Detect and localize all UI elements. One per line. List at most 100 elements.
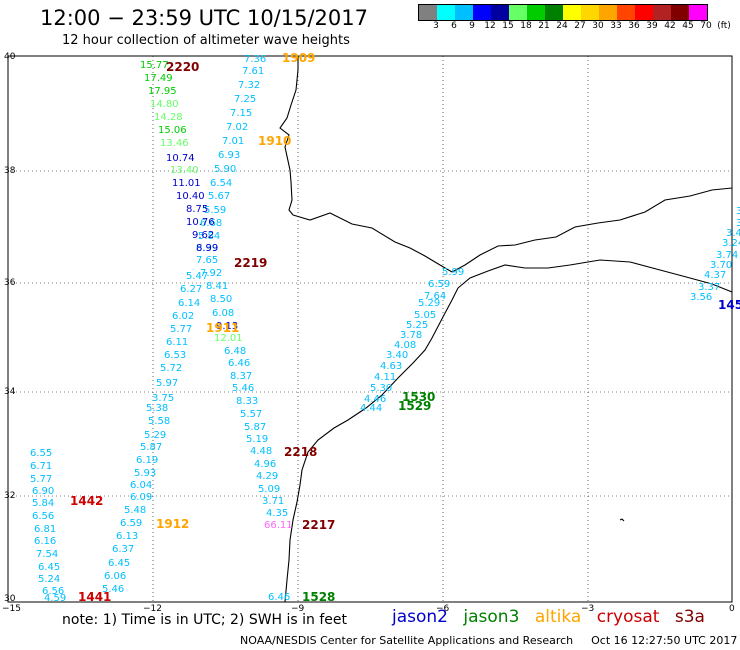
swh-value: 5.24 [38,574,60,585]
iberia-south-coast [292,187,733,273]
credit-line: NOAA/NESDIS Center for Satellite Applica… [240,634,737,647]
swh-value: 3.56 [690,292,712,303]
legend-label: 15 [502,21,514,31]
swh-value: 5.72 [160,363,182,374]
swh-value: 5.09 [258,484,280,495]
swh-value: 7.01 [222,136,244,147]
lon-tick: −12 [143,604,162,614]
swh-value: 17.49 [144,73,173,84]
legend-swatch [653,5,671,20]
legend-label: 6 [451,21,457,31]
swh-value: 17.95 [148,86,177,97]
legend-swatch [419,5,437,20]
swh-value: 4.44 [360,403,382,414]
swh-value: 5.25 [406,320,428,331]
swh-value: 4.37 [704,270,726,281]
swh-value: 11.01 [172,178,201,189]
pass-time-label: 1528 [302,590,335,604]
swh-value: 5.84 [198,231,220,242]
swh-value: 6.68 [200,218,222,229]
swh-value: 3.74 [716,250,738,261]
legend-swatch [635,5,653,20]
swh-value: 6.93 [218,150,240,161]
swh-value: 5.29 [144,430,166,441]
swh-value: 14.80 [150,99,179,110]
pass-time-label: 1529 [398,399,431,413]
swh-value: 6.56 [42,586,64,597]
map-frame [7,55,733,603]
legend-swatch [437,5,455,20]
swh-value: 6.45 [108,558,130,569]
swh-value: 66.11 [264,520,293,531]
swh-value: 6.71 [30,461,52,472]
pass-time-label: 1530 [402,390,435,404]
swh-value: 5.46 [102,584,124,595]
swh-value: 5.29 [418,298,440,309]
swh-value: 5.47 [186,271,208,282]
swh-value: 4.59 [44,593,66,604]
legend-label: 9 [469,21,475,31]
swh-value: 6.90 [32,486,54,497]
swh-value: 3.78 [400,330,422,341]
swh-value: 5.97 [156,378,178,389]
swh-value: 10.74 [166,153,195,164]
legend-swatch [563,5,581,20]
lat-tick: 38 [4,166,16,176]
swh-value: 6.19 [136,455,158,466]
generated-timestamp: Oct 16 12:27:50 UTC 2017 [591,634,738,647]
swh-value: 5.30 [370,383,392,394]
swh-value: 5.48 [124,505,146,516]
swh-value: 7.02 [226,122,248,133]
swh-value: 5.19 [246,434,268,445]
swh-value: 6.39 [196,243,218,254]
swh-value: 5.90 [214,164,236,175]
swh-value: 6.45 [38,562,60,573]
swh-value: 5.77 [170,324,192,335]
swh-value: 4.46 [364,394,386,405]
swh-value: 7.64 [424,291,446,302]
swh-value: 3.37 [698,282,720,293]
legend-swatch [671,5,689,20]
pass-time-label: 1910 [258,134,291,148]
swh-value: 6.46 [228,358,250,369]
legend-label: 36 [628,21,640,31]
swh-value: 5.59 [204,205,226,216]
lat-tick: 36 [4,278,16,288]
lat-tick: 30 [4,594,16,604]
swh-value: 4.63 [380,361,402,372]
legend-label: 27 [574,21,586,31]
pass-time-label: 1441 [78,590,111,604]
swh-value: 10.40 [176,191,205,202]
swh-value: 7.32 [238,80,260,91]
pass-time-label: 145 [718,298,740,312]
swh-value: 8.99 [196,243,218,254]
pass-time-label: 1909 [282,51,315,65]
swh-value: 8.50 [210,294,232,305]
satellite-name: altika [534,607,582,627]
legend-label: 30 [592,21,604,31]
swh-value: 14.28 [154,112,183,123]
color-scale-legend [418,4,708,21]
satellite-name: cryosat [596,607,660,627]
legend-label: 33 [610,21,622,31]
legend-label: 42 [664,21,676,31]
swh-value: 5.38 [146,403,168,414]
swh-value: 6.53 [164,350,186,361]
pass-time-label: 2219 [234,256,267,270]
swh-value: 3.75 [152,393,174,404]
pass-time-label: 2218 [284,445,317,459]
swh-value: 5.84 [32,498,54,509]
swh-value: 6.56 [32,511,54,522]
swh-value: 8.37 [230,371,252,382]
swh-value: 4.11 [374,372,396,383]
satellite-name: jason2 [392,607,448,627]
swh-value: 6.27 [180,284,202,295]
swh-value: 3 [736,218,740,229]
swh-value: 7.54 [36,549,58,560]
swh-value: 9.13 [216,321,238,332]
lat-tick: 32 [4,491,16,501]
swh-value: 7.36 [244,54,266,65]
swh-value: 6.37 [112,544,134,555]
